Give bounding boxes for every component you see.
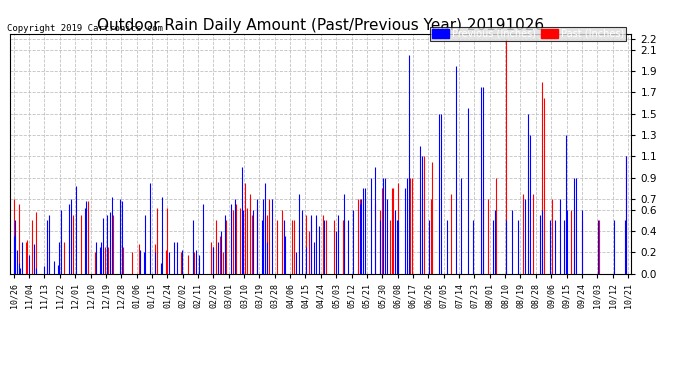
Legend: Previous (Inches), Past (Inches): Previous (Inches), Past (Inches) bbox=[430, 27, 627, 40]
Text: Copyright 2019 Cartronics.com: Copyright 2019 Cartronics.com bbox=[7, 24, 163, 33]
Title: Outdoor Rain Daily Amount (Past/Previous Year) 20191026: Outdoor Rain Daily Amount (Past/Previous… bbox=[97, 18, 544, 33]
